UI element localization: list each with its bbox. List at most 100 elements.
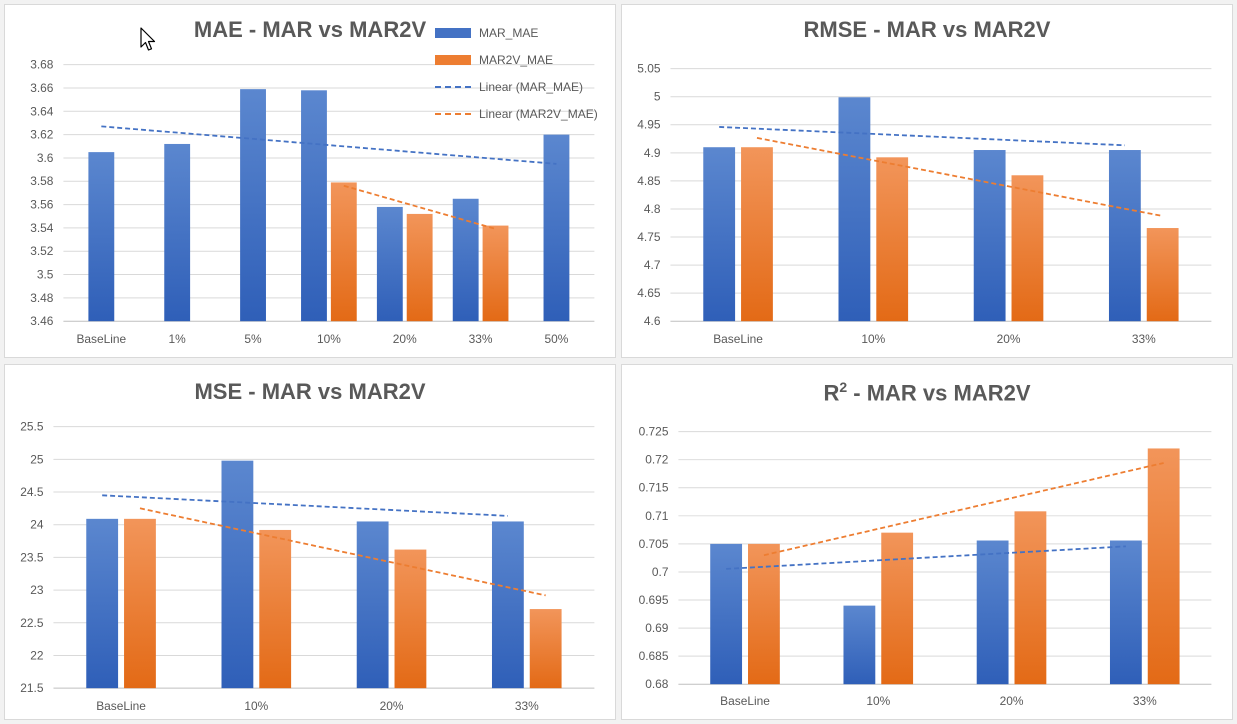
- bar-mar: [1108, 150, 1141, 322]
- bar-mar2v: [741, 147, 773, 322]
- y-tick-label: 4.9: [644, 146, 661, 160]
- y-tick-label: 3.66: [30, 81, 54, 95]
- y-tick-label: 3.64: [30, 104, 54, 118]
- y-tick-label: 5.05: [637, 62, 661, 76]
- y-tick-label: 4.7: [644, 258, 661, 272]
- y-tick-label: 22.5: [20, 616, 44, 630]
- x-tick-label: 5%: [244, 332, 262, 346]
- y-tick-label: 4.65: [637, 286, 661, 300]
- legend-item-mar2v: MAR2V_MAE: [435, 46, 598, 73]
- y-tick-label: 0.69: [645, 621, 669, 635]
- y-tick-label: 0.705: [639, 537, 669, 551]
- x-tick-label: BaseLine: [76, 332, 126, 346]
- mae-chart-legend: MAR_MAE MAR2V_MAE Linear (MAR_MAE) Linea…: [435, 19, 598, 127]
- y-tick-label: 3.54: [30, 221, 54, 235]
- y-tick-label: 5: [654, 90, 661, 104]
- y-tick-label: 4.8: [644, 202, 661, 216]
- bar-mar2v: [482, 225, 509, 322]
- y-tick-label: 22: [30, 648, 44, 662]
- x-tick-label: 33%: [1132, 332, 1156, 346]
- x-tick-label: BaseLine: [720, 694, 770, 708]
- y-tick-label: 3.62: [30, 128, 54, 142]
- bar-mar: [221, 460, 254, 689]
- bar-mar2v: [1014, 511, 1047, 685]
- bar-mar2v: [124, 518, 156, 689]
- r2-chart: 0.68 0.685 0.69 0.695 0.7 0.705 0.71 0.715 0.72 0…: [639, 425, 1212, 708]
- y-tick-label: 3.46: [30, 314, 54, 328]
- legend-item-trend-mar2v: Linear (MAR2V_MAE): [435, 100, 598, 127]
- r2-title-r: R: [823, 380, 840, 406]
- r2-title-rest: - MAR vs MAR2V: [847, 380, 1031, 406]
- y-tick-label: 3.58: [30, 174, 54, 188]
- x-tick-label: 10%: [866, 694, 890, 708]
- x-tick-label: 20%: [393, 332, 417, 346]
- mae-chart-title: MAE - MAR vs MAR2V: [193, 17, 427, 42]
- r2-chart-title: R2 - MAR vs MAR2V: [622, 379, 1232, 406]
- y-tick-label: 24.5: [20, 485, 44, 499]
- bar-mar2v: [748, 543, 780, 685]
- legend-swatch-mar: [435, 27, 471, 38]
- bar-mar2v: [406, 213, 433, 322]
- bar-mar: [973, 150, 1006, 322]
- trendline-mar: [102, 494, 508, 517]
- y-tick-label: 0.68: [645, 677, 669, 691]
- bar-mar: [376, 206, 403, 322]
- x-tick-label: 50%: [545, 332, 569, 346]
- bar-mar: [703, 147, 736, 322]
- bar-mar: [843, 605, 876, 685]
- legend-dash-trend-mar2v: [435, 112, 471, 115]
- bar-mar: [491, 521, 524, 689]
- y-tick-label: 3.52: [30, 244, 54, 258]
- trendline-mar2v: [343, 184, 496, 230]
- x-tick-label: 1%: [169, 332, 187, 346]
- x-tick-label: 10%: [861, 332, 885, 346]
- bar-mar2v: [1147, 448, 1180, 685]
- x-tick-label: 20%: [380, 699, 404, 713]
- bar-mar2v: [881, 532, 914, 685]
- bar-mar: [88, 152, 115, 322]
- rmse-chart-title: RMSE - MAR vs MAR2V: [803, 17, 1051, 42]
- legend-swatch-mar2v: [435, 54, 471, 65]
- r2-chart-panel: 0.68 0.685 0.69 0.695 0.7 0.705 0.71 0.715 0.72 0…: [621, 364, 1233, 720]
- y-tick-label: 0.72: [645, 453, 669, 467]
- y-tick-label: 0.725: [639, 425, 669, 439]
- bar-mar: [452, 198, 479, 322]
- mse-chart-panel: 21.5 22 22.5 23 23.5 24 24.5 25 25.5 BaseLine 10% 2…: [4, 364, 616, 720]
- trendline-mar: [719, 126, 1125, 147]
- bar-mar: [301, 90, 327, 322]
- y-tick-label: 3.5: [37, 268, 54, 282]
- bar-mar2v: [876, 157, 909, 322]
- y-tick-label: 0.685: [639, 649, 669, 663]
- legend-label-trend-mar: Linear (MAR_MAE): [479, 79, 584, 94]
- trendline-mar: [101, 125, 557, 165]
- r2-title-sup: 2: [839, 379, 848, 395]
- bar-mar: [838, 97, 871, 322]
- x-tick-label: BaseLine: [713, 332, 763, 346]
- legend-item-mar: MAR_MAE: [435, 19, 598, 46]
- bar-mar2v: [259, 529, 292, 689]
- y-tick-label: 4.75: [637, 230, 661, 244]
- legend-item-trend-mar: Linear (MAR_MAE): [435, 73, 598, 100]
- mouse-pointer-icon: [140, 27, 156, 51]
- legend-label-trend-mar2v: Linear (MAR2V_MAE): [479, 106, 598, 121]
- y-tick-label: 25: [30, 452, 44, 466]
- y-tick-label: 4.6: [644, 314, 661, 328]
- y-tick-label: 3.6: [37, 151, 54, 165]
- x-tick-label: 10%: [317, 332, 341, 346]
- bar-mar2v: [1146, 228, 1179, 322]
- mse-chart-title: MSE - MAR vs MAR2V: [194, 379, 426, 404]
- x-tick-label: BaseLine: [96, 699, 146, 713]
- rmse-chart-panel: 4.6 4.65 4.7 4.75 4.8 4.85 4.9 4.95 5 5.05 BaseLin…: [621, 4, 1233, 358]
- bar-mar: [240, 89, 266, 322]
- rmse-chart: 4.6 4.65 4.7 4.75 4.8 4.85 4.9 4.95 5 5.05 BaseLin…: [637, 62, 1212, 346]
- bar-mar: [1109, 540, 1142, 685]
- bar-mar: [710, 543, 743, 685]
- bar-mar2v: [1011, 175, 1044, 322]
- x-tick-label: 10%: [244, 699, 268, 713]
- bar-mar2v: [394, 549, 427, 689]
- y-tick-label: 4.95: [637, 118, 661, 132]
- trendline-mar: [726, 545, 1126, 570]
- trendline-mar2v: [139, 507, 546, 597]
- y-tick-label: 3.56: [30, 198, 54, 212]
- y-tick-label: 0.715: [639, 481, 669, 495]
